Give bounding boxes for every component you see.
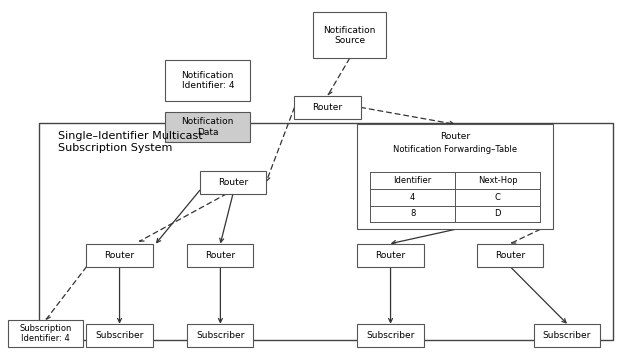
- Text: Subscription
Identifier: 4: Subscription Identifier: 4: [20, 324, 72, 343]
- Text: Router: Router: [495, 251, 525, 260]
- FancyBboxPatch shape: [358, 244, 423, 267]
- Text: Subscriber: Subscriber: [543, 331, 591, 340]
- Text: Router: Router: [440, 132, 470, 141]
- FancyBboxPatch shape: [87, 244, 153, 267]
- FancyBboxPatch shape: [358, 124, 553, 229]
- Text: Router: Router: [375, 251, 406, 260]
- FancyBboxPatch shape: [200, 171, 266, 194]
- Text: 4: 4: [410, 193, 415, 202]
- FancyBboxPatch shape: [165, 112, 250, 142]
- FancyBboxPatch shape: [313, 12, 386, 59]
- Text: C: C: [495, 193, 501, 202]
- FancyBboxPatch shape: [534, 324, 600, 347]
- Text: Notification
Data: Notification Data: [182, 117, 234, 137]
- Text: Router: Router: [104, 251, 135, 260]
- Text: Subscriber: Subscriber: [96, 331, 144, 340]
- Text: Identifier: Identifier: [394, 176, 432, 185]
- Text: Router: Router: [218, 178, 248, 187]
- FancyBboxPatch shape: [187, 244, 253, 267]
- FancyBboxPatch shape: [187, 324, 253, 347]
- Text: Notification
Identifier: 4: Notification Identifier: 4: [182, 71, 234, 90]
- FancyBboxPatch shape: [165, 60, 250, 101]
- FancyBboxPatch shape: [87, 324, 153, 347]
- Text: Next-Hop: Next-Hop: [478, 176, 518, 185]
- FancyBboxPatch shape: [8, 320, 84, 347]
- Text: Router: Router: [313, 103, 342, 112]
- Text: Notification Forwarding–Table: Notification Forwarding–Table: [393, 145, 517, 154]
- Text: Subscriber: Subscriber: [367, 331, 415, 340]
- Text: D: D: [494, 209, 501, 218]
- Text: Router: Router: [205, 251, 235, 260]
- Text: Single–Identifier Multicast
Subscription System: Single–Identifier Multicast Subscription…: [58, 131, 203, 153]
- FancyBboxPatch shape: [294, 96, 361, 119]
- Text: 8: 8: [410, 209, 415, 218]
- FancyBboxPatch shape: [477, 244, 543, 267]
- Text: Notification
Source: Notification Source: [323, 25, 376, 45]
- FancyBboxPatch shape: [358, 324, 423, 347]
- FancyBboxPatch shape: [39, 122, 613, 340]
- Text: Subscriber: Subscriber: [196, 331, 244, 340]
